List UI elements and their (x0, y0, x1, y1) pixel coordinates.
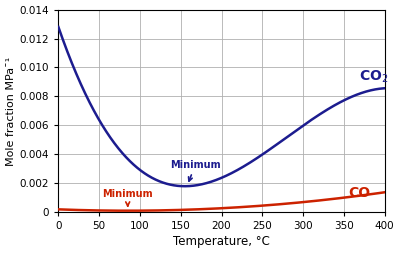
Text: Minimum: Minimum (170, 160, 221, 181)
Y-axis label: Mole fraction MPa¯¹: Mole fraction MPa¯¹ (6, 56, 16, 166)
Text: CO$_2$: CO$_2$ (358, 68, 388, 85)
Text: Minimum: Minimum (102, 189, 153, 206)
Text: CO: CO (348, 186, 370, 200)
X-axis label: Temperature, °C: Temperature, °C (173, 235, 270, 248)
